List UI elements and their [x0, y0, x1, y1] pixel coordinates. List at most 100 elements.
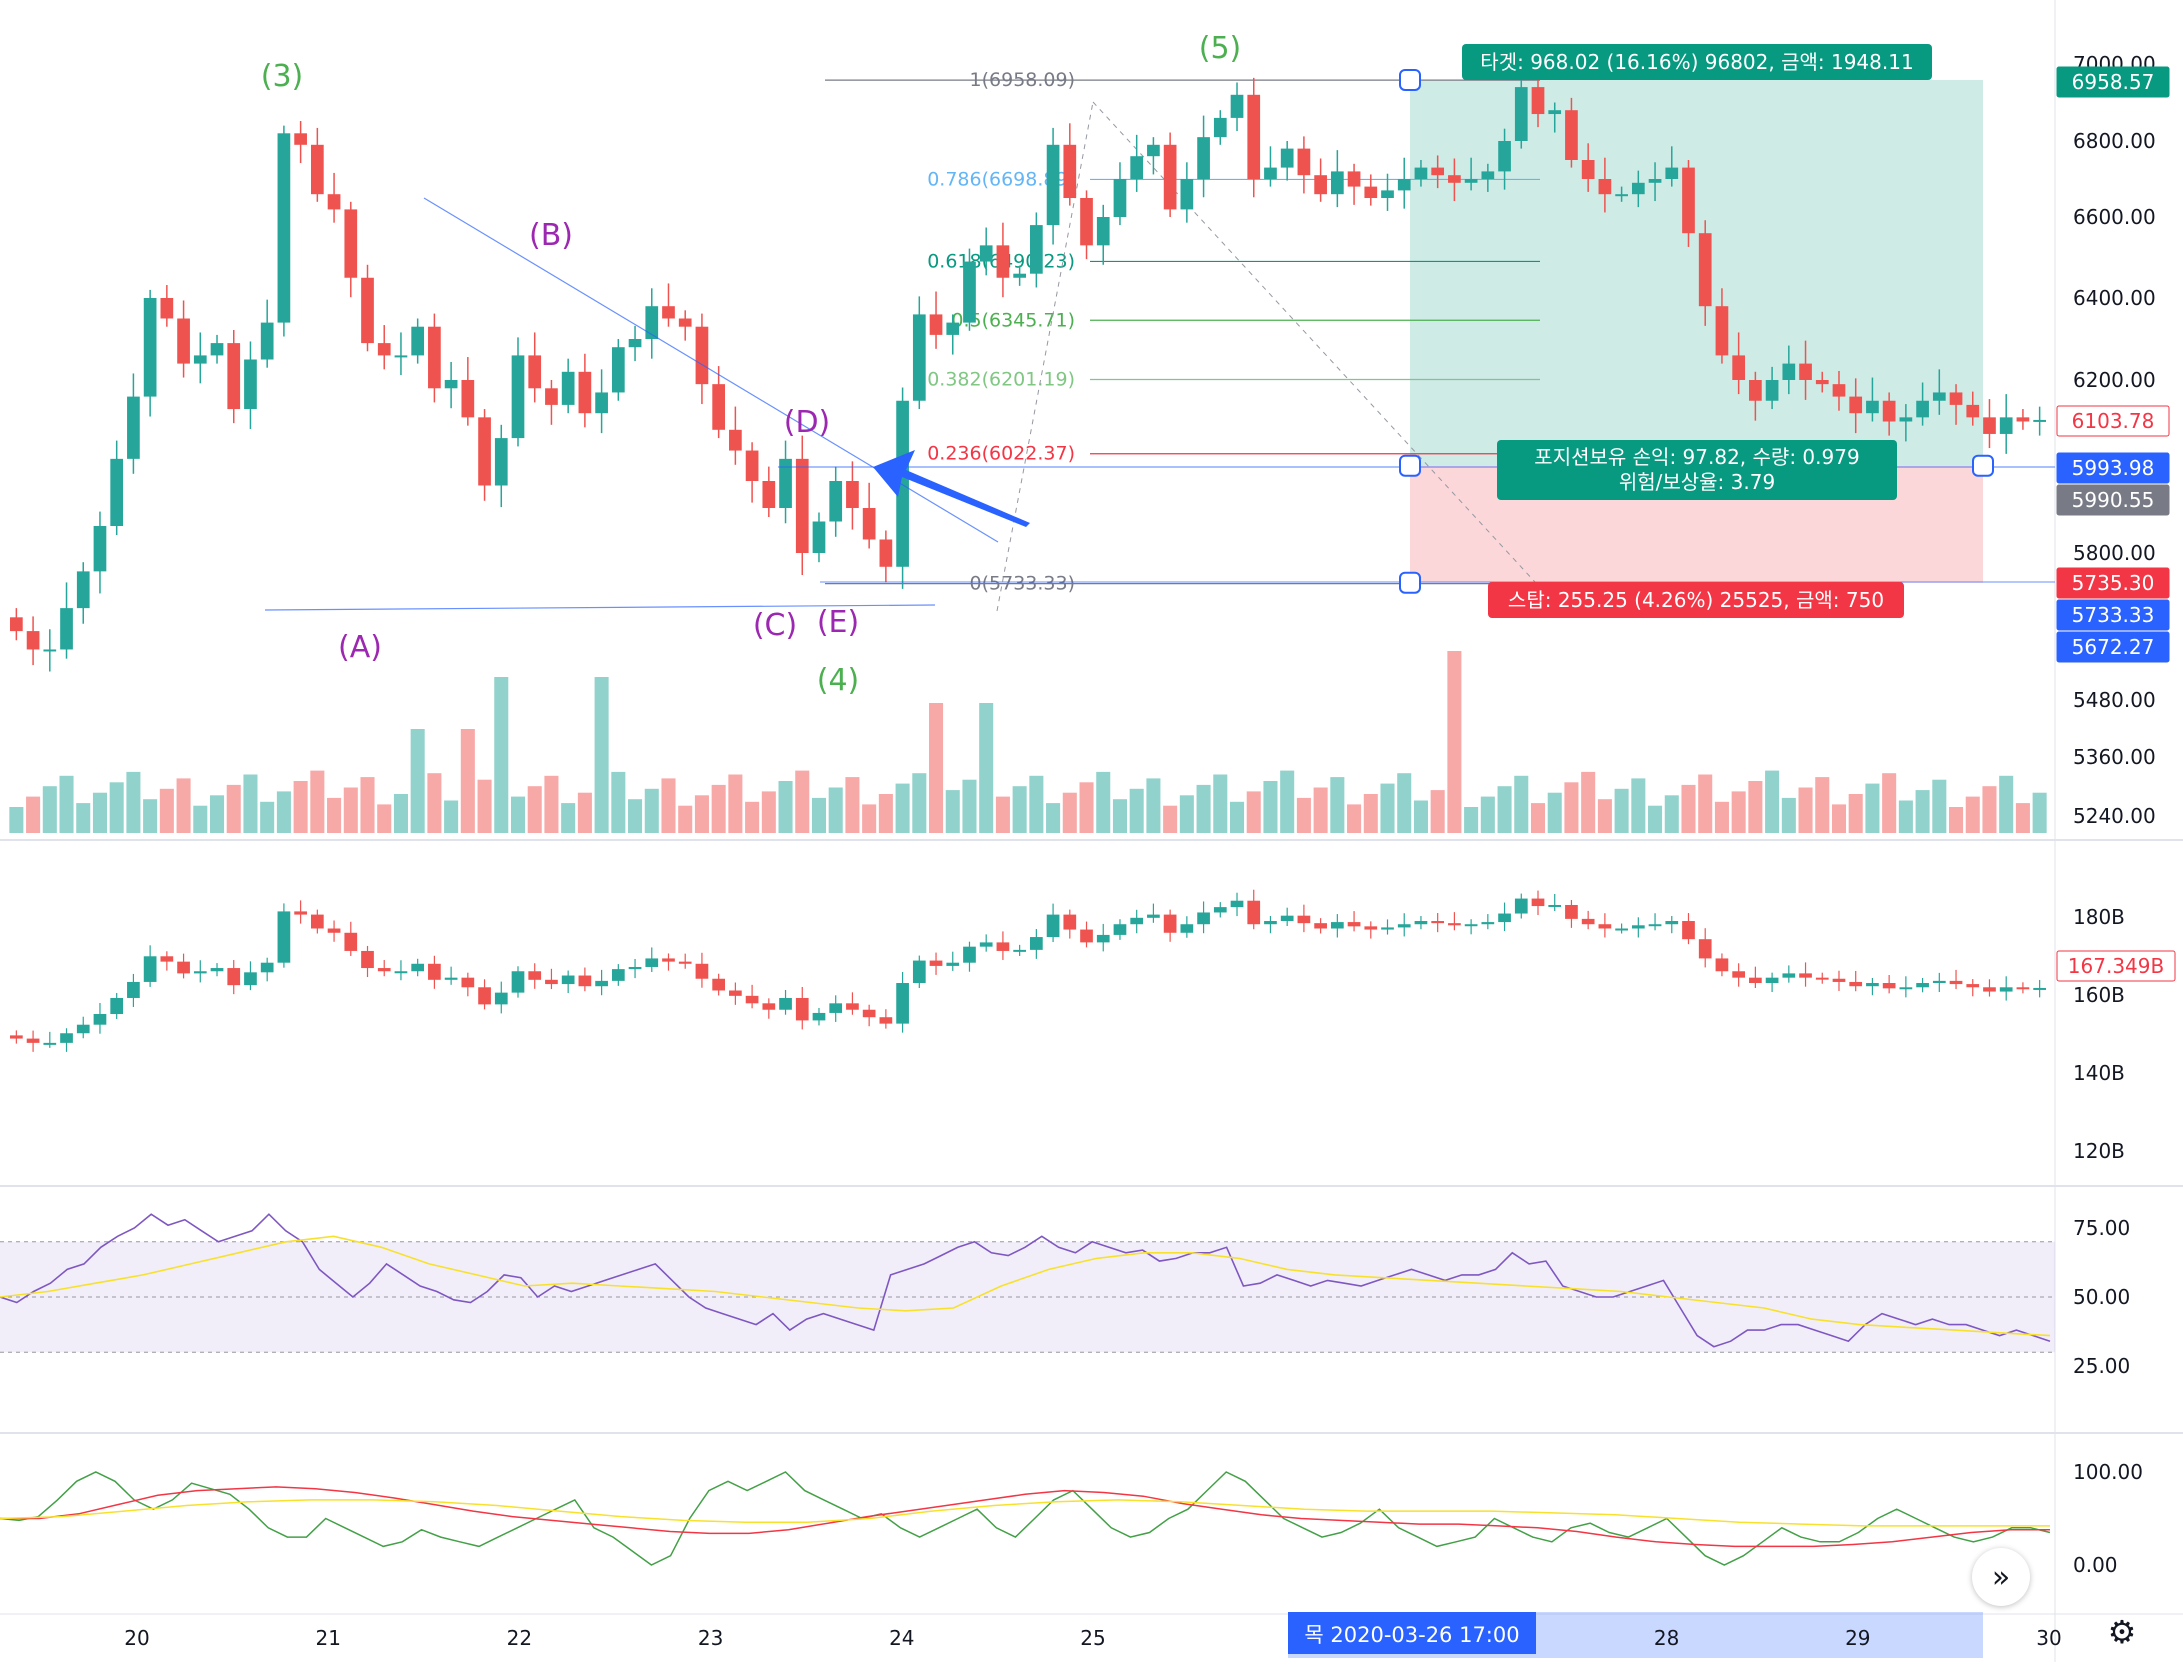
candle-body	[244, 359, 257, 410]
indicator-candle-body	[745, 995, 759, 1004]
pane-separator-3[interactable]	[0, 1432, 2183, 1434]
candle-body	[963, 261, 976, 323]
candle-body	[829, 481, 843, 522]
wave-label: (5)	[1199, 31, 1242, 66]
indicator-candle-body	[1966, 984, 1980, 988]
indicator-candle-body	[344, 932, 358, 951]
volume-bar	[1999, 775, 2014, 833]
price-tag-label: 5735.30	[2072, 571, 2155, 595]
candle-body	[1882, 400, 1896, 422]
price-tag-label: 5990.55	[2072, 488, 2155, 512]
volume-bar	[1397, 773, 1412, 833]
indicator-axis-label: 180B	[2073, 905, 2125, 929]
candle-body	[1180, 179, 1194, 210]
volume-bar	[226, 784, 241, 833]
indicator-candle-body	[645, 958, 659, 967]
pane-separator-2[interactable]	[0, 1185, 2183, 1187]
candle-body	[193, 355, 207, 364]
candle-body	[745, 450, 759, 481]
gear-icon[interactable]: ⚙	[2107, 1613, 2137, 1651]
candle-body	[43, 649, 57, 652]
time-axis-label: 29	[1845, 1626, 1870, 1650]
price-tag-label: 5733.33	[2072, 603, 2155, 627]
candle-body	[611, 347, 625, 393]
volume-bar	[276, 791, 291, 833]
volume-bar	[1146, 778, 1161, 833]
pane-separator-1[interactable]	[0, 839, 2183, 841]
volume-bar	[159, 788, 174, 833]
indicator-candle-body	[1046, 914, 1060, 938]
volume-bar	[510, 796, 526, 833]
indicator-candle-body	[1832, 978, 1846, 982]
time-axis-label: 22	[507, 1626, 532, 1650]
price-tag	[2056, 405, 2170, 437]
indicator-candle-body	[1247, 900, 1261, 925]
volume-bar	[1781, 797, 1796, 833]
wave-label: (A)	[338, 630, 382, 665]
candle-body	[1949, 392, 1963, 405]
candle-body	[260, 322, 274, 360]
candle-body	[1899, 417, 1913, 422]
candle-body	[1364, 186, 1378, 198]
stoch-axis-label: 100.00	[2073, 1460, 2143, 1484]
volume-bar	[661, 778, 676, 833]
volume-bar	[1330, 777, 1345, 833]
candle-body	[294, 133, 307, 145]
volume-bar	[1882, 773, 1897, 833]
candle-body	[1682, 167, 1695, 234]
indicator-candle-body	[244, 972, 257, 986]
candle-body	[1849, 396, 1863, 414]
indicator-candle-body	[1548, 904, 1562, 907]
volume-bar	[1179, 795, 1194, 833]
volume-bar	[862, 804, 877, 833]
time-axis-label: 24	[889, 1626, 914, 1650]
candle-body	[1615, 194, 1628, 197]
volume-bar	[1564, 782, 1579, 833]
trend-line-upper	[423, 197, 999, 543]
volume-bar	[1046, 803, 1061, 833]
stop-label-box	[1488, 582, 1904, 618]
candle-body	[394, 355, 408, 358]
indicator-candle-body	[361, 950, 374, 969]
candle-body	[110, 458, 124, 526]
candle-body	[1280, 148, 1294, 168]
volume-bar	[477, 779, 492, 833]
indicator-candle-body	[1297, 915, 1311, 924]
indicator-candle-body	[1648, 924, 1662, 927]
indicator-candle-body	[1397, 924, 1411, 928]
volume-bar	[1915, 790, 1930, 833]
candle-body	[1732, 355, 1746, 380]
volume-bar	[1196, 784, 1211, 833]
scroll-to-realtime-button[interactable]: »	[1972, 1548, 2030, 1606]
volume-bar	[393, 794, 408, 833]
wave-label: (D)	[784, 405, 831, 440]
volume-bar	[895, 783, 910, 833]
price-axis-label: 5360.00	[2073, 745, 2156, 769]
candle-body	[628, 339, 642, 348]
projection-line	[1092, 101, 1536, 583]
volume-bar	[360, 777, 375, 833]
candle-body	[1966, 404, 1980, 418]
price-axis-label: 6800.00	[2073, 129, 2156, 153]
candle-body	[1531, 87, 1545, 115]
indicator-candle-body	[461, 977, 475, 988]
volume-bar	[1347, 804, 1362, 833]
candle-body	[662, 306, 675, 319]
volume-bar	[1464, 807, 1479, 833]
candle-body	[1598, 179, 1612, 195]
pnl-label-line1: 포지션보유 손익: 97.82, 수량: 0.979	[1534, 445, 1859, 469]
volume-bar	[1363, 794, 1378, 833]
indicator-candle-body	[862, 1009, 876, 1018]
indicator-candle-body	[1080, 929, 1093, 943]
indicator-candle-body	[1799, 973, 1812, 978]
indicator-axis-label: 160B	[2073, 983, 2125, 1007]
volume-bar	[962, 779, 977, 833]
indicator-candle-body	[1381, 927, 1394, 930]
indicator-candle-body	[1698, 939, 1712, 959]
candle-body	[912, 314, 926, 401]
indicator-candle-body	[1514, 898, 1528, 914]
price-tag	[2056, 484, 2170, 516]
indicator-candle-body	[2033, 987, 2046, 990]
time-axis-label: 30	[2036, 1626, 2061, 1650]
